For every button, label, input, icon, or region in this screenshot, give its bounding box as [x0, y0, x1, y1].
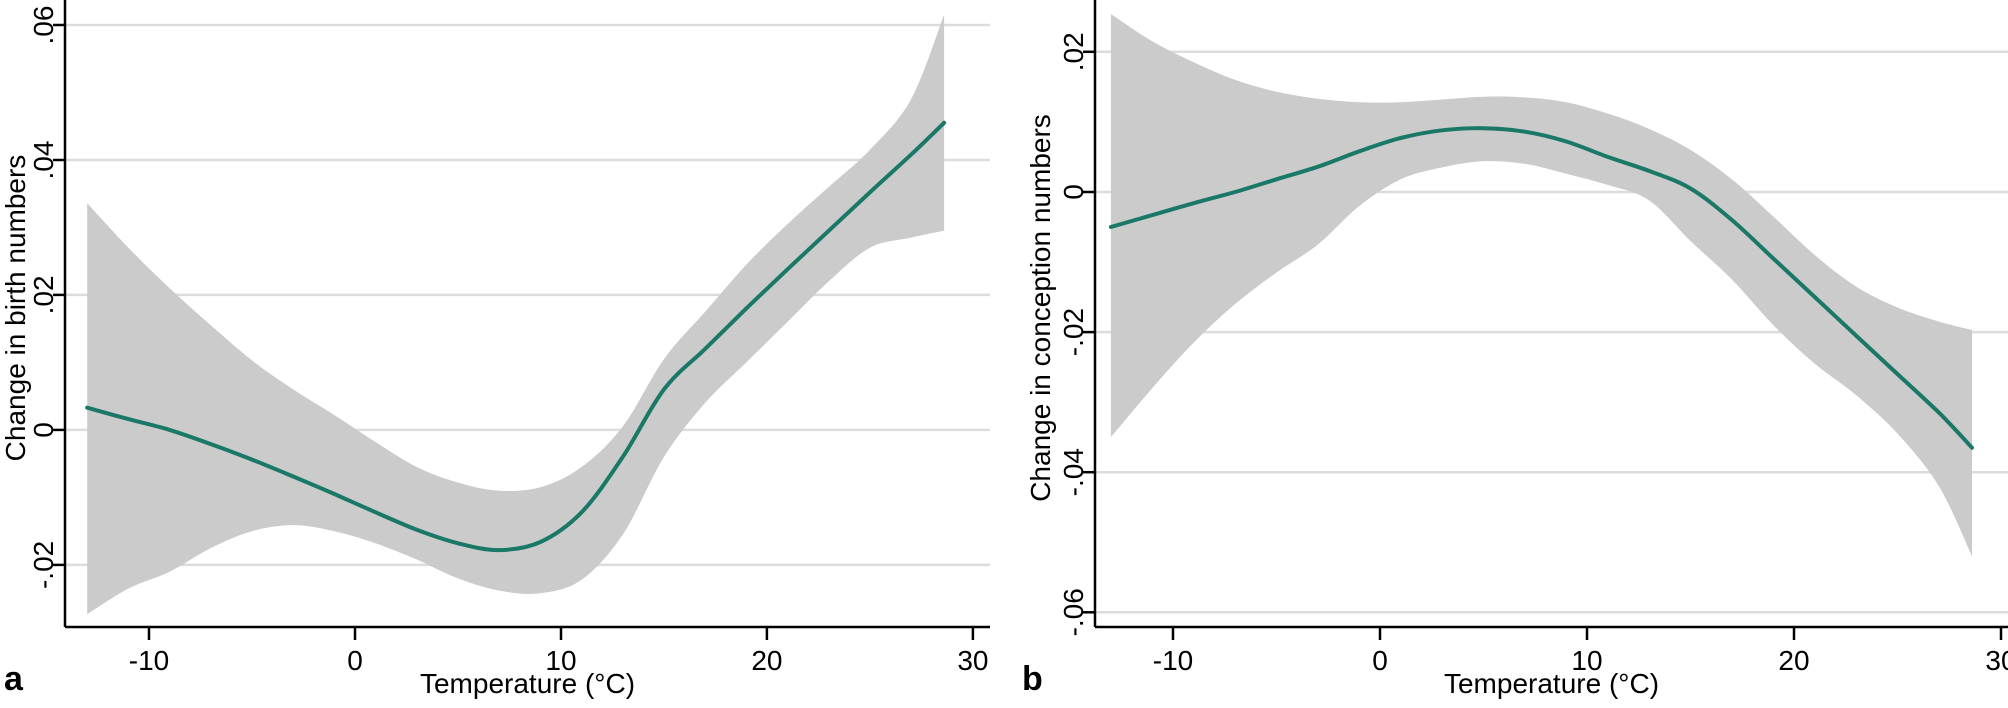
x-tick-label: 20: [751, 645, 782, 676]
y-tick-label: .02: [1058, 32, 1089, 71]
y-tick-label: -.04: [1058, 448, 1089, 496]
x-tick-label: 20: [1778, 645, 1809, 676]
y-tick-label: .06: [28, 6, 59, 45]
y-tick-label: -.02: [28, 541, 59, 589]
estimate-line: [1108, 126, 1974, 450]
x-axis-title-a: Temperature (°C): [419, 668, 636, 699]
x-tick-label: 10: [1571, 645, 1602, 676]
confidence-band: [1110, 14, 1972, 557]
confidence-band: [87, 14, 945, 615]
x-tick-label: -10: [1153, 645, 1193, 676]
y-tick-label: 0: [1058, 184, 1089, 200]
panel-a: -10 0 10 20 30 .06 .04 .02 0 -.02: [28, 0, 990, 676]
y-axis-title-b: Change in conception numbers: [1025, 114, 1056, 502]
panel-label-b: b: [1022, 660, 1043, 698]
y-tick-label: -.06: [1058, 588, 1089, 636]
x-tick-label: -10: [129, 645, 169, 676]
panel-label-a: a: [4, 660, 23, 698]
x-tick-label: 0: [1372, 645, 1388, 676]
x-tick-label: 30: [957, 645, 988, 676]
y-tick-label: 0: [28, 422, 59, 438]
y-axis-title-a: Change in birth numbers: [0, 154, 31, 462]
y-tick-label: -.02: [1058, 308, 1089, 356]
x-tick-label: 30: [1985, 645, 2008, 676]
x-axis-title-b: Temperature (°C): [1443, 668, 1660, 699]
x-tick-label: 10: [545, 645, 576, 676]
estimate-line: [85, 120, 947, 553]
y-tick-label: .02: [28, 275, 59, 314]
panel-b: -10 0 10 20 30 .02 0 -.02 -.04 -.06: [1058, 0, 2008, 676]
x-tick-label: 0: [347, 645, 363, 676]
y-tick-label: .04: [28, 141, 59, 180]
